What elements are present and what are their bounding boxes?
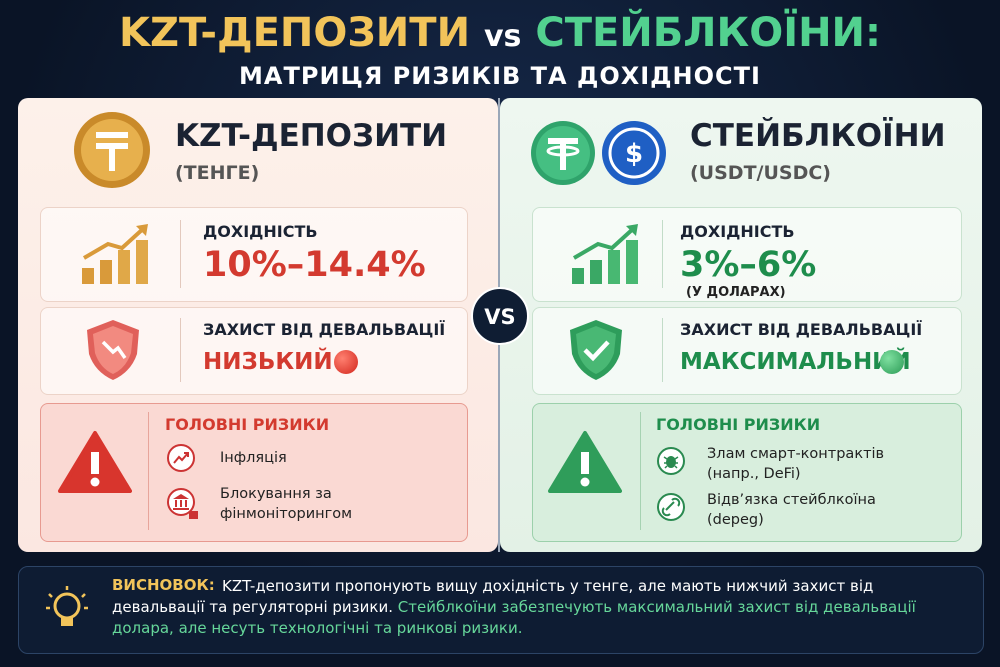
risk-item: Злам смарт-контрактів (напр., DeFi) [707, 446, 885, 482]
conclusion-box [18, 566, 984, 654]
growth-icon [572, 224, 638, 284]
bulb-icon [46, 586, 88, 626]
protection-label: ЗАХИСТ ВІД ДЕВАЛЬВАЦІЇ [680, 320, 923, 339]
panel-subtitle: (USDT/USDC) [690, 162, 831, 184]
risk-item: Відв’язка стейблкоїна (depeg) [707, 492, 876, 528]
protection-value: НИЗЬКИЙ [203, 349, 333, 375]
status-dot [880, 350, 904, 374]
title-right: СТЕЙБЛКОЇНИ: [535, 10, 882, 56]
panel-title: СТЕЙБЛКОЇНИ [690, 118, 946, 154]
coin-icons: $ [531, 121, 666, 185]
shield-icon [87, 320, 139, 380]
yield-label: ДОХІДНІСТЬ [680, 222, 795, 241]
conclusion-text: KZT-депозити пропонують вищу дохідність … [112, 576, 962, 639]
protection-value: МАКСИМАЛЬНИЙ [680, 349, 911, 375]
link-icon [657, 493, 685, 521]
yield-note: (У ДОЛАРАХ) [686, 285, 786, 300]
bank-icon [167, 488, 198, 519]
inflation-icon [167, 444, 195, 472]
panel-title: KZT-ДЕПОЗИТИ [175, 118, 448, 154]
conclusion-label: ВИСНОВОК: [112, 576, 215, 594]
subtitle: МАТРИЦЯ РИЗИКІВ ТА ДОХІДНОСТІ [239, 62, 761, 90]
risks-title: ГОЛОВНІ РИЗИКИ [656, 415, 821, 434]
title: KZT-ДЕПОЗИТИ vs СТЕЙБЛКОЇНИ: [0, 10, 1000, 56]
shield-icon [570, 320, 622, 380]
vs-text: VS [484, 305, 515, 329]
svg-text:$: $ [625, 139, 643, 169]
title-left: KZT-ДЕПОЗИТИ [118, 10, 471, 56]
conclusion-stable: Стейблкоїни забезпечують максимальний за… [112, 598, 916, 637]
risk-item: Інфляція [220, 450, 287, 466]
panel-subtitle: (ТЕНГЕ) [175, 162, 260, 184]
protection-label: ЗАХИСТ ВІД ДЕВАЛЬВАЦІЇ [203, 320, 446, 339]
bug-icon [657, 447, 685, 475]
growth-icon [82, 224, 148, 284]
yield-card [532, 207, 962, 302]
yield-card [40, 207, 468, 302]
yield-label: ДОХІДНІСТЬ [203, 222, 318, 241]
warning-icon [58, 431, 132, 493]
status-dot [334, 350, 358, 374]
risks-title: ГОЛОВНІ РИЗИКИ [165, 415, 330, 434]
conclusion-kzt: KZT-депозити пропонують вищу дохідність … [112, 577, 874, 616]
vs-badge: VS [471, 287, 529, 345]
yield-value: 10%–14.4% [203, 245, 426, 285]
warning-icon [548, 431, 622, 493]
risk-item: Блокування за фінмоніторингом [220, 486, 353, 522]
yield-value: 3%–6% [680, 245, 817, 285]
title-vs: vs [483, 19, 522, 54]
tenge-coin [74, 112, 150, 188]
